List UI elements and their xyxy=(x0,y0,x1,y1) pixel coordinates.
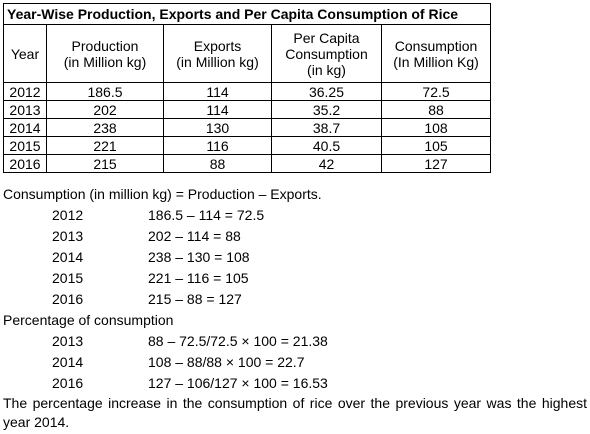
header-per-capita: Per Capita Consumption (in kg) xyxy=(271,24,382,83)
header-row: Year Production (in Million kg) Exports … xyxy=(3,24,492,83)
calc-expression: 202 – 114 = 88 xyxy=(148,228,241,244)
calc-expression: 108 – 88/88 × 100 = 22.7 xyxy=(148,354,305,370)
cell-consumption: 127 xyxy=(380,154,492,173)
cell-year: 2016 xyxy=(3,154,47,173)
header-consumption: Consumption (In Million Kg) xyxy=(380,24,492,83)
cell-production: 221 xyxy=(46,136,164,155)
cell-production: 186.5 xyxy=(46,82,164,101)
percentage-heading: Percentage of consumption xyxy=(3,312,174,328)
table-row: 2016 215 88 42 127 xyxy=(3,154,492,173)
cell-exports: 130 xyxy=(163,118,272,137)
calc-year: 2013 xyxy=(52,228,84,244)
cell-production: 238 xyxy=(46,118,164,137)
calc-year: 2013 xyxy=(52,333,84,349)
cell-exports: 116 xyxy=(163,136,272,155)
cell-consumption: 88 xyxy=(380,100,492,119)
cell-year: 2012 xyxy=(3,82,47,101)
calc-year: 2014 xyxy=(52,354,84,370)
table-row: 2013 202 114 35.2 88 xyxy=(3,100,492,119)
calc-expression: 88 – 72.5/72.5 × 100 = 21.38 xyxy=(148,333,328,349)
calc-year: 2015 xyxy=(52,270,84,286)
calc-expression: 127 – 106/127 × 100 = 16.53 xyxy=(148,375,328,391)
calc-year: 2012 xyxy=(52,207,84,223)
calc-expression: 221 – 116 = 105 xyxy=(148,270,249,286)
cell-consumption: 108 xyxy=(380,118,492,137)
table-title: Year-Wise Production, Exports and Per Ca… xyxy=(2,3,492,25)
cell-consumption: 105 xyxy=(380,136,492,155)
table-row: 2015 221 116 40.5 105 xyxy=(3,136,492,155)
cell-per-capita: 38.7 xyxy=(271,118,382,137)
cell-exports: 88 xyxy=(163,154,272,173)
header-production: Production (in Million kg) xyxy=(46,24,164,83)
consumption-heading: Consumption (in million kg) = Production… xyxy=(3,186,322,202)
data-table: Year-Wise Production, Exports and Per Ca… xyxy=(2,3,492,173)
conclusion-text: The percentage increase in the consumpti… xyxy=(3,395,587,430)
cell-year: 2014 xyxy=(3,118,47,137)
calc-expression: 238 – 130 = 108 xyxy=(148,249,250,265)
calc-year: 2016 xyxy=(52,375,84,391)
calc-year: 2016 xyxy=(52,291,84,307)
cell-consumption: 72.5 xyxy=(380,82,492,101)
calc-expression: 215 – 88 = 127 xyxy=(148,291,242,307)
cell-exports: 114 xyxy=(163,100,272,119)
table-row: 2012 186.5 114 36.25 72.5 xyxy=(3,82,492,101)
header-year: Year xyxy=(3,24,47,83)
calc-expression: 186.5 – 114 = 72.5 xyxy=(148,207,265,223)
cell-production: 202 xyxy=(46,100,164,119)
cell-per-capita: 40.5 xyxy=(271,136,382,155)
rice-table: Year-Wise Production, Exports and Per Ca… xyxy=(2,3,492,173)
cell-year: 2015 xyxy=(3,136,47,155)
cell-per-capita: 36.25 xyxy=(271,82,382,101)
cell-per-capita: 35.2 xyxy=(271,100,382,119)
header-exports: Exports (in Million kg) xyxy=(163,24,272,83)
cell-year: 2013 xyxy=(3,100,47,119)
calc-year: 2014 xyxy=(52,249,84,265)
cell-per-capita: 42 xyxy=(271,154,382,173)
cell-exports: 114 xyxy=(163,82,272,101)
cell-production: 215 xyxy=(46,154,164,173)
table-row: 2014 238 130 38.7 108 xyxy=(3,118,492,137)
